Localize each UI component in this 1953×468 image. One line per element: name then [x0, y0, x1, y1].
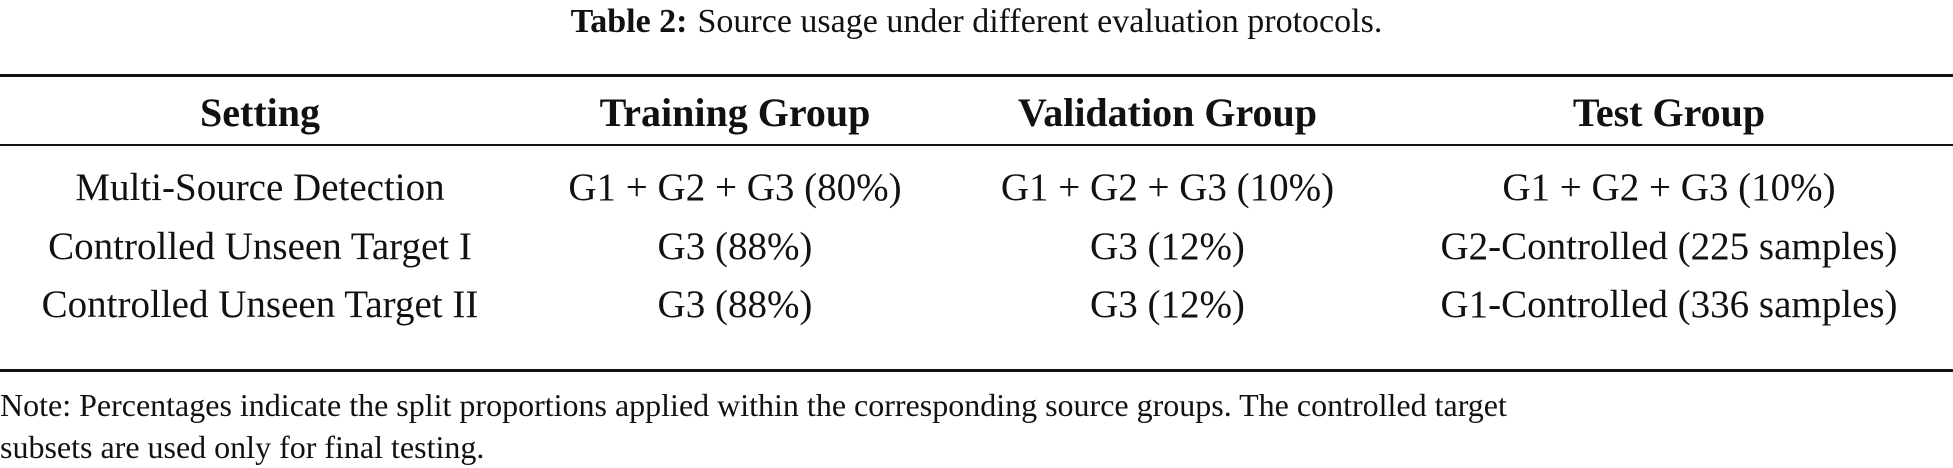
caption-label: Table 2: [570, 3, 688, 40]
table-row: Controlled Unseen Target II G3 (88%) G3 … [0, 277, 1953, 333]
table-caption: Table 2: Source usage under different eva… [0, 0, 1953, 44]
cell-training: G3 (88%) [657, 283, 813, 326]
header-setting: Setting [200, 90, 320, 135]
cell-test: G1-Controlled (336 samples) [1440, 283, 1898, 326]
cell-setting: Controlled Unseen Target I [48, 225, 472, 268]
note-line-1: Note: Percentages indicate the split pro… [0, 387, 1507, 423]
top-rule [0, 74, 1953, 77]
table-row: Multi-Source Detection G1 + G2 + G3 (80%… [0, 160, 1953, 216]
header-test-group: Test Group [1572, 90, 1766, 135]
cell-validation: G3 (12%) [1090, 283, 1245, 326]
table-row: Controlled Unseen Target I G3 (88%) G3 (… [0, 219, 1953, 275]
cell-training: G1 + G2 + G3 (80%) [568, 166, 902, 209]
cell-setting: Multi-Source Detection [75, 166, 445, 209]
cell-validation: G3 (12%) [1090, 225, 1245, 268]
cell-training: G3 (88%) [657, 225, 813, 268]
header-training-group: Training Group [599, 90, 871, 135]
cell-test: G2-Controlled (225 samples) [1440, 225, 1898, 268]
cell-test: G1 + G2 + G3 (10%) [1502, 166, 1836, 209]
bottom-rule [0, 369, 1953, 372]
header-rule [0, 144, 1953, 146]
cell-setting: Controlled Unseen Target II [41, 283, 479, 326]
header-validation-group: Validation Group [1017, 90, 1317, 135]
table-header-row: Setting Training Group Validation Group … [0, 86, 1953, 140]
cell-validation: G1 + G2 + G3 (10%) [1000, 166, 1335, 209]
table-note: Note: Percentages indicate the split pro… [0, 384, 1953, 468]
caption-text: Source usage under different evaluation … [697, 3, 1383, 40]
note-line-2: subsets are used only for final testing. [0, 429, 485, 465]
